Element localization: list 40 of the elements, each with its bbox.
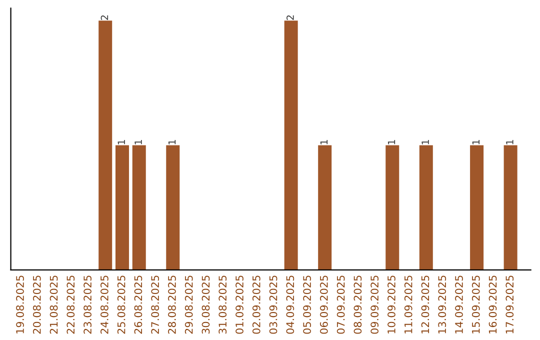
- x-tick-label: 24.08.2025: [100, 276, 108, 334]
- x-tick-label: 26.08.2025: [134, 276, 142, 334]
- x-tick-label: 19.08.2025: [16, 276, 24, 334]
- x-tick-label: 06.09.2025: [320, 276, 328, 334]
- data-label: 1: [506, 140, 514, 144]
- x-tick-label: 12.09.2025: [421, 276, 430, 334]
- x-tick-label: 23.08.2025: [84, 276, 92, 334]
- x-tick-label: 30.08.2025: [202, 276, 210, 334]
- data-label: 1: [168, 140, 176, 144]
- x-tick-label: 27.08.2025: [151, 276, 160, 334]
- x-tick-label: 01.09.2025: [236, 276, 244, 334]
- x-tick-label: 04.09.2025: [286, 276, 294, 334]
- data-label: 2: [286, 15, 294, 20]
- data-label: 1: [422, 140, 429, 144]
- x-tick-label: 05.09.2025: [303, 276, 311, 334]
- x-tick-label: 03.09.2025: [269, 276, 278, 334]
- data-label: 1: [118, 140, 125, 144]
- x-tick-label: 10.09.2025: [388, 276, 396, 334]
- x-tick-label: 08.09.2025: [354, 276, 362, 334]
- x-tick-label: 07.09.2025: [336, 276, 345, 334]
- x-tick-label: 20.08.2025: [32, 276, 41, 334]
- x-tick-label: 09.09.2025: [370, 276, 379, 334]
- x-tick-label: 21.08.2025: [50, 276, 58, 334]
- x-tick-label: 25.08.2025: [117, 276, 126, 334]
- x-tick-label: 17.09.2025: [506, 276, 514, 334]
- x-tick-label: 11.09.2025: [404, 276, 412, 334]
- data-label: 1: [472, 140, 480, 144]
- x-tick-label: 22.08.2025: [66, 276, 75, 334]
- data-label: 1: [388, 140, 396, 144]
- x-tick-label: 29.08.2025: [184, 276, 193, 334]
- x-tick-label: 16.09.2025: [488, 276, 497, 334]
- x-tick-label: 28.08.2025: [168, 276, 176, 334]
- data-label: 2: [100, 15, 108, 20]
- data-label: 1: [320, 140, 328, 144]
- data-label: 1: [134, 140, 142, 144]
- x-tick-label: 15.09.2025: [472, 276, 480, 334]
- x-tick-label: 14.09.2025: [455, 276, 463, 334]
- x-tick-label: 13.09.2025: [438, 276, 446, 334]
- x-tick-label: 31.08.2025: [218, 276, 227, 334]
- x-tick-label: 02.09.2025: [252, 276, 260, 334]
